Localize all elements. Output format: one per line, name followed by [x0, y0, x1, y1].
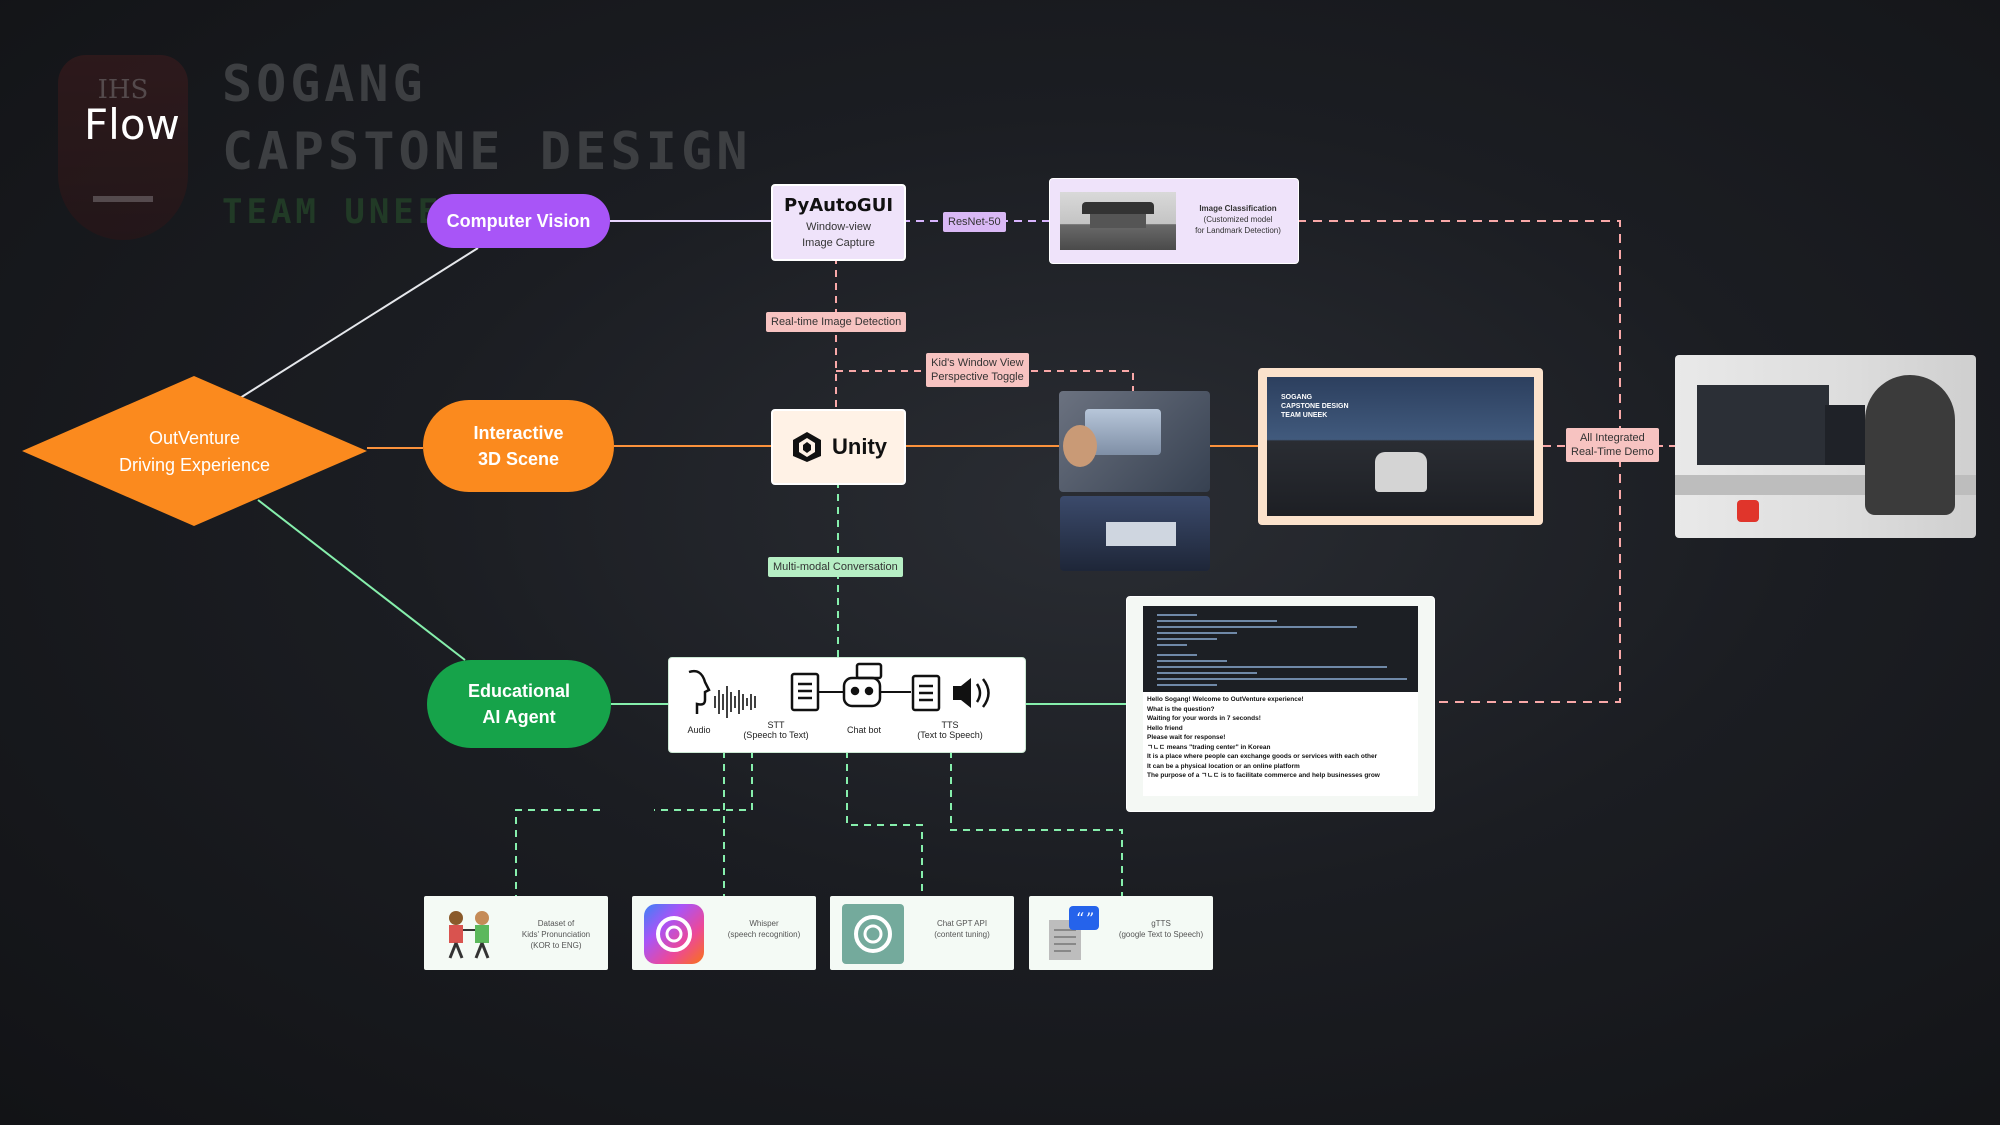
pyautogui-title: PyAutoGUI — [783, 195, 894, 216]
landmark-image — [1060, 192, 1176, 250]
game-screen: SOGANG CAPSTONE DESIGN TEAM UNEEK — [1267, 377, 1534, 516]
tts-label: TTS (Text to Speech) — [917, 720, 983, 740]
watermark-line-2: CAPSTONE DESIGN — [222, 122, 752, 182]
computer-vision-node: Computer Vision — [427, 194, 610, 248]
document-icon-stt — [790, 672, 820, 712]
dataset-label: Dataset of Kids' Pronunciation (KOR to E… — [521, 919, 591, 950]
kid-window-photo — [1059, 391, 1210, 492]
svg-text:“: “ — [1076, 909, 1084, 928]
image-classification-text: Image Classification (Customized model f… — [1182, 203, 1294, 236]
whisper-label: Whisper (speech recognition) — [727, 919, 801, 939]
educational-ai-node: Educational AI Agent — [427, 660, 611, 748]
line-gtts — [950, 751, 1123, 896]
chatgpt-logo-icon — [842, 904, 904, 964]
gtts-label: gTTS (google Text to Speech) — [1118, 919, 1204, 939]
chatbot-icon — [842, 662, 883, 708]
multimodal-tag: Multi-modal Conversation — [768, 557, 903, 577]
realtime-detection-tag: Real-time Image Detection — [766, 312, 907, 332]
line-dataset — [515, 809, 600, 896]
stt-label: STT (Speech to Text) — [743, 720, 809, 740]
gate-wall — [1090, 214, 1146, 228]
car-window — [1085, 409, 1161, 455]
person — [1865, 375, 1955, 515]
gate-roof — [1082, 202, 1154, 214]
agent-console: Hello Sogang! Welcome to OutVenture expe… — [1126, 596, 1435, 812]
pipeline-icons — [688, 662, 990, 718]
document-icon-tts — [911, 674, 941, 712]
unity-box: Unity — [771, 409, 906, 485]
driver-view-image — [1060, 496, 1210, 571]
kid-face — [1063, 425, 1097, 467]
gtts-box: “ ” gTTS (google Text to Speech) — [1029, 896, 1213, 970]
line-stt-top — [654, 751, 753, 811]
line-diamond-cv — [239, 247, 479, 399]
diamond-label: OutVenture Driving Experience — [118, 428, 271, 475]
landmark-gate — [1106, 522, 1176, 546]
kids-window-tag: Kid's Window View Perspective Toggle — [926, 353, 1029, 387]
svg-text:”: ” — [1086, 909, 1094, 928]
line-chatgpt — [846, 751, 923, 896]
red-cup — [1737, 500, 1759, 522]
image-classification-subtitle: (Customized model for Landmark Detection… — [1195, 215, 1281, 235]
monitor-1 — [1697, 385, 1829, 465]
all-integrated-tag: All Integrated Real-Time Demo — [1566, 428, 1659, 462]
speaking-head-icon — [688, 669, 711, 714]
watermark-line-3: TEAM UNEEK — [222, 192, 467, 232]
interactive-3d-node: Interactive 3D Scene — [423, 400, 614, 492]
speech-pipeline: Audio STT (Speech to Text) Chat bot TTS … — [668, 657, 1026, 753]
code-editor — [1143, 606, 1418, 692]
gtts-document-icon: “ ” — [1049, 906, 1099, 960]
page-title: Flow — [84, 100, 180, 149]
demo-photo — [1675, 355, 1976, 538]
image-classification-box: Image Classification (Customized model f… — [1049, 178, 1299, 264]
waveform-icon — [714, 686, 756, 718]
educational-ai-label: Educational AI Agent — [467, 681, 570, 727]
whisper-logo-icon — [644, 904, 704, 964]
game-car — [1375, 452, 1427, 492]
computer-vision-label: Computer Vision — [446, 211, 591, 231]
unity-label: Unity — [832, 434, 887, 459]
chatgpt-label: Chat GPT API (content tuning) — [934, 919, 990, 939]
kids-cartoon-icon — [448, 911, 490, 959]
whisper-box: Whisper (speech recognition) — [632, 896, 816, 970]
line-diamond-ai — [257, 499, 466, 661]
pyautogui-subtitle: Window-view Image Capture — [802, 221, 875, 249]
unity-logo-icon — [793, 432, 821, 462]
monitor-2 — [1825, 405, 1865, 465]
shield-text: IHS — [97, 75, 149, 105]
crown-icon — [93, 166, 153, 202]
dataset-box: Dataset of Kids' Pronunciation (KOR to E… — [424, 896, 608, 970]
watermark-line-1: SOGANG — [222, 55, 427, 113]
image-classification-title: Image Classification — [1199, 204, 1277, 213]
speaker-icon — [953, 678, 990, 708]
game-screenshot: SOGANG CAPSTONE DESIGN TEAM UNEEK — [1258, 368, 1543, 525]
pyautogui-box: PyAutoGUI Window-view Image Capture — [771, 184, 906, 261]
chatbot-label: Chat bot — [846, 725, 882, 735]
resnet-tag: ResNet-50 — [943, 212, 1006, 232]
game-logo: SOGANG CAPSTONE DESIGN TEAM UNEEK — [1281, 394, 1349, 419]
interactive-3d-label: Interactive 3D Scene — [473, 423, 564, 469]
chatgpt-box: Chat GPT API (content tuning) — [830, 896, 1014, 970]
team-shield-logo: IHS — [58, 55, 188, 240]
console-output: Hello Sogang! Welcome to OutVenture expe… — [1143, 692, 1418, 796]
audio-label: Audio — [687, 725, 711, 735]
outventure-diamond — [22, 376, 367, 526]
